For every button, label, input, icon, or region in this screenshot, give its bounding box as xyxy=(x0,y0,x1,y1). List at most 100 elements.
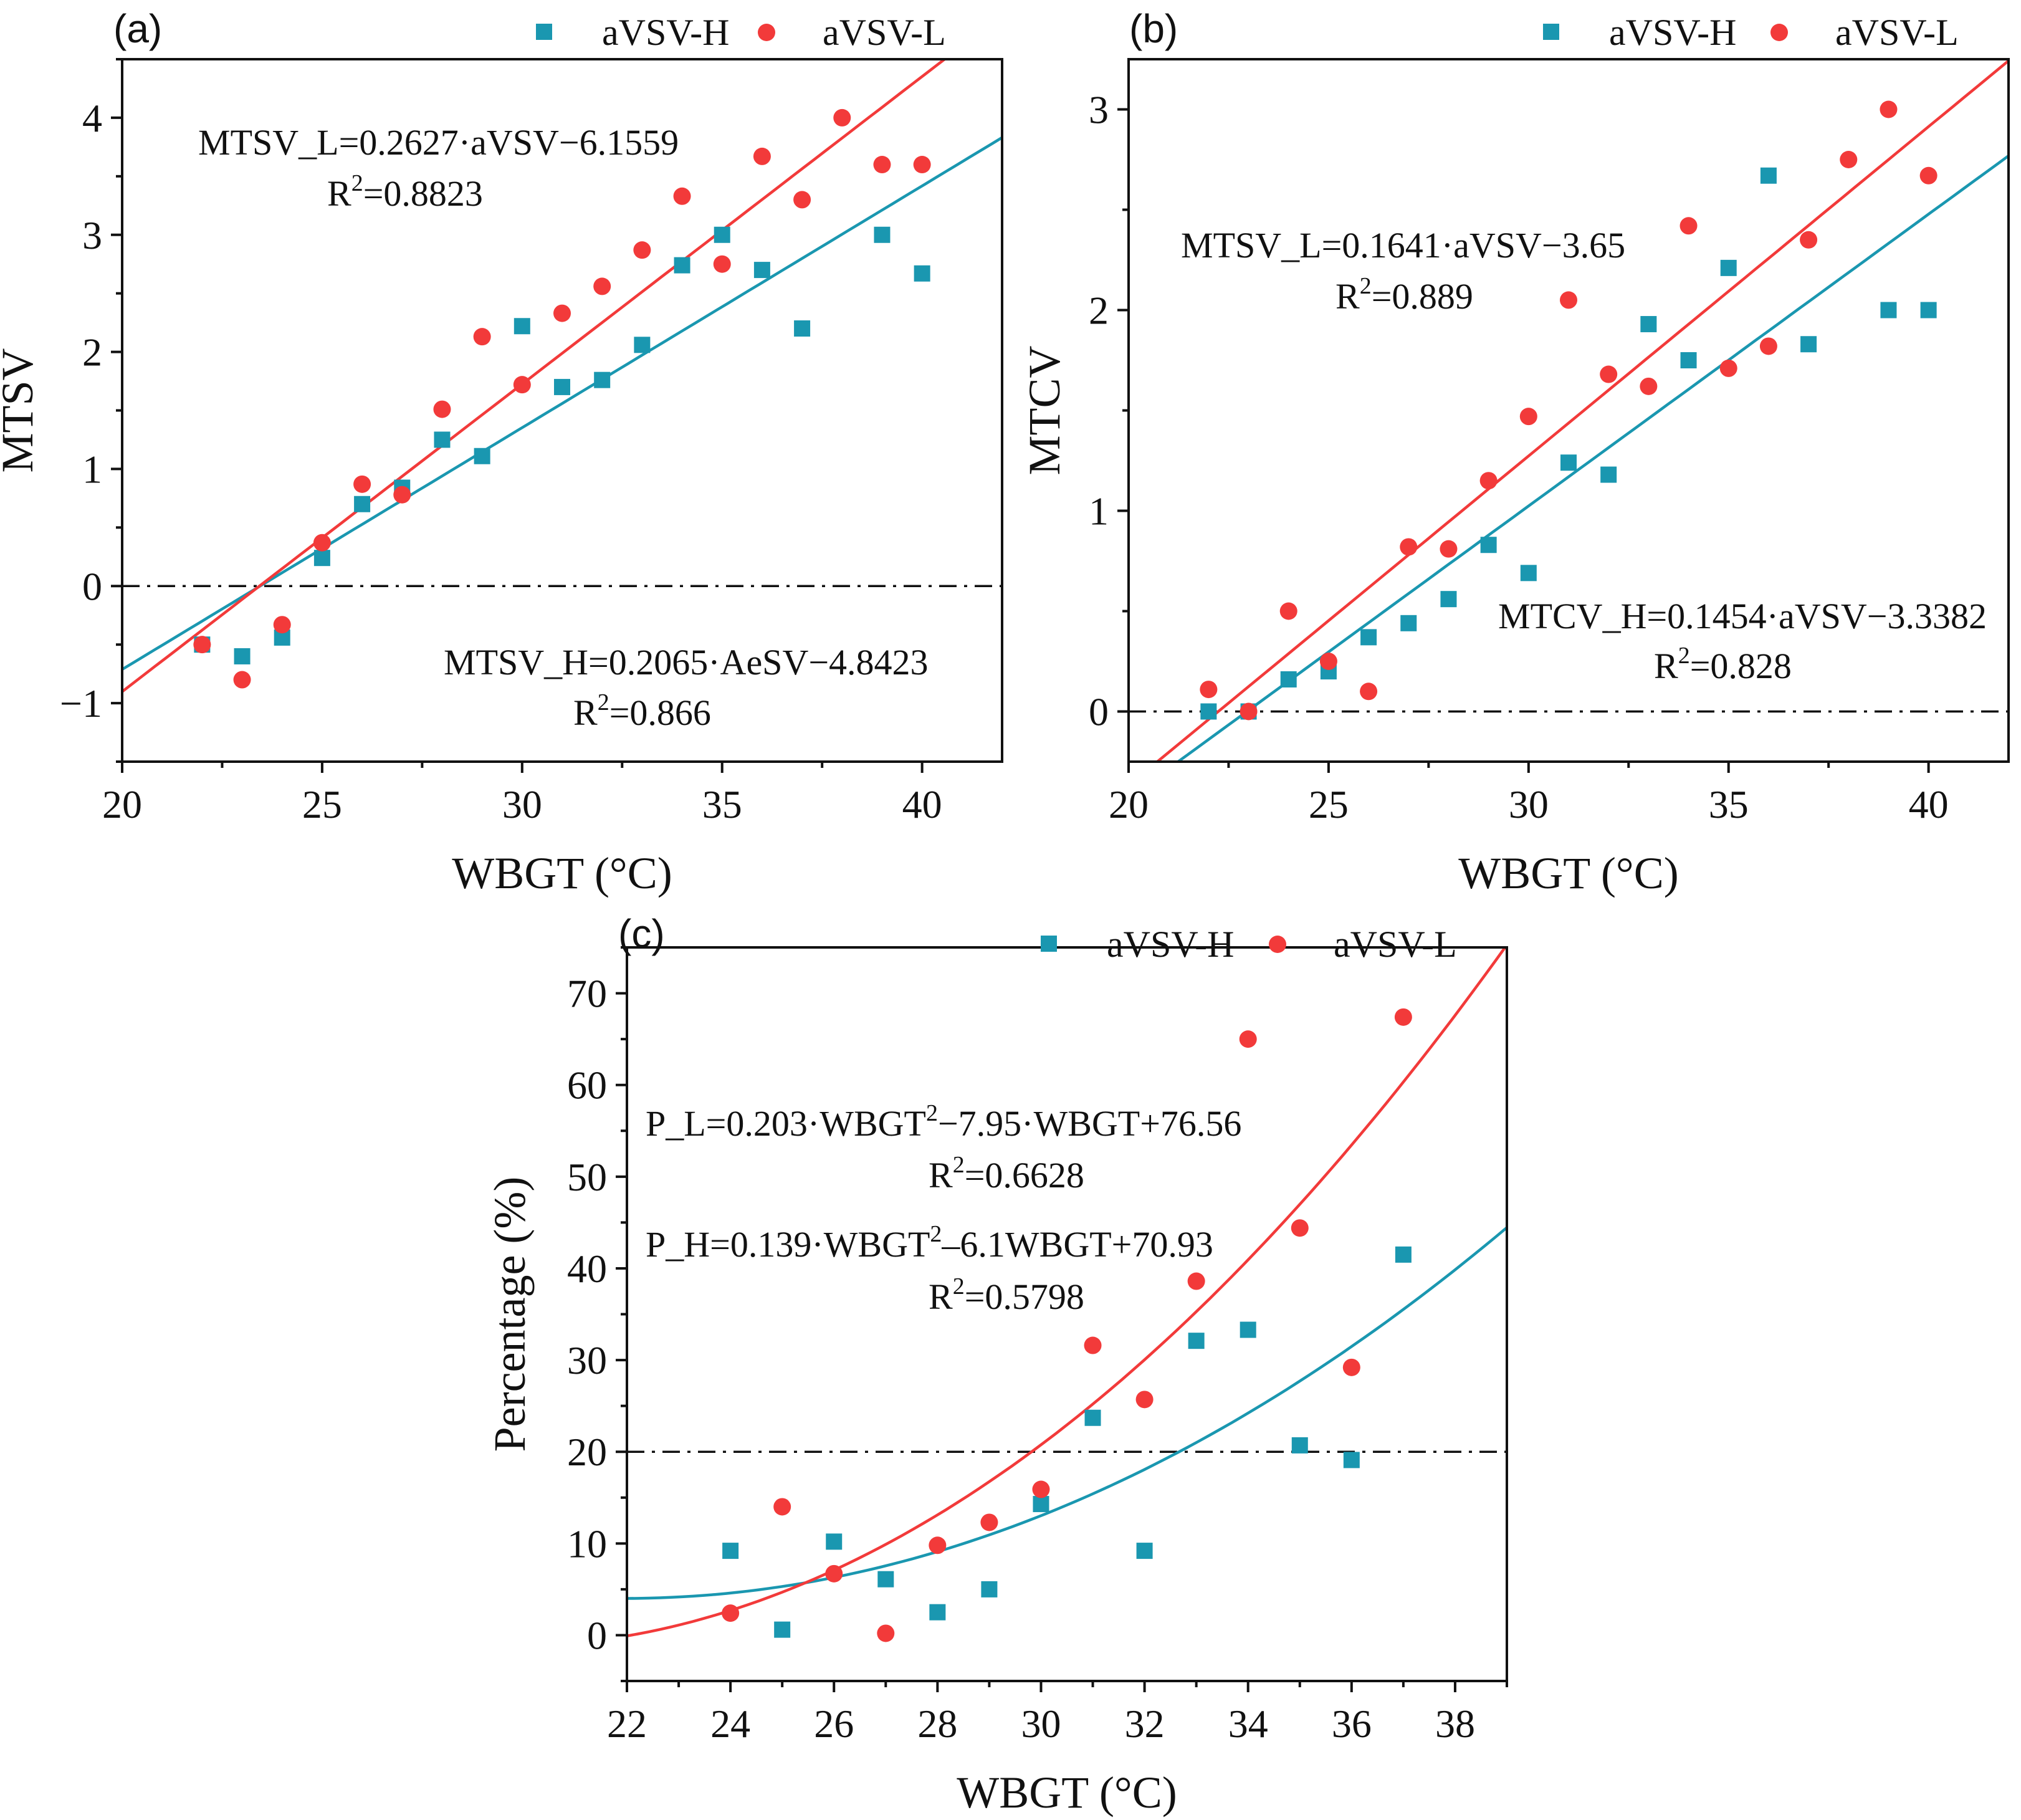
data-point-avsv-h xyxy=(1084,1409,1101,1426)
data-point-avsv-h xyxy=(794,320,811,337)
data-point-avsv-l xyxy=(1342,1358,1360,1376)
data-point-avsv-l xyxy=(913,156,931,174)
data-point-avsv-l xyxy=(873,156,891,174)
data-point-avsv-h xyxy=(434,431,451,448)
legend-label-h: aVSV-H xyxy=(602,12,729,53)
data-point-avsv-h xyxy=(1480,537,1497,553)
fit-r-squared: R2=0.6628 xyxy=(929,1152,1084,1195)
r-squared-symbol: R xyxy=(929,1276,953,1317)
data-point-avsv-h xyxy=(313,550,330,567)
data-point-avsv-h xyxy=(1600,466,1617,483)
data-point-avsv-h xyxy=(1136,1543,1153,1559)
r-squared-exponent: 2 xyxy=(598,689,609,716)
x-tick-label: 30 xyxy=(502,782,542,826)
data-point-avsv-l xyxy=(753,147,771,165)
y-axis-title: Percentage (%) xyxy=(485,1177,535,1452)
r-squared-symbol: R xyxy=(1654,646,1678,686)
r-squared-value: =0.889 xyxy=(1372,276,1473,317)
data-point-avsv-h xyxy=(554,378,570,395)
data-point-avsv-h xyxy=(1395,1246,1412,1263)
data-point-avsv-l xyxy=(1200,681,1218,699)
fit-equation-main: MTSV_H=0.2065·AeSV−4.8423 xyxy=(444,642,929,682)
data-point-avsv-l xyxy=(1319,653,1337,670)
legend-label-l: aVSV-L xyxy=(823,12,946,53)
data-point-avsv-l xyxy=(833,108,851,127)
data-point-avsv-l xyxy=(1032,1480,1050,1498)
fit-equation-main: MTCV_H=0.1454·aVSV−3.3382 xyxy=(1498,596,1987,636)
data-point-avsv-h xyxy=(1240,1321,1256,1338)
data-point-avsv-l xyxy=(722,1604,740,1622)
data-point-avsv-h xyxy=(1720,259,1737,276)
data-point-avsv-l xyxy=(593,277,611,295)
legend-marker-circle-icon xyxy=(1269,936,1286,953)
y-tick-label: 40 xyxy=(567,1247,607,1291)
r-squared-value: =0.8823 xyxy=(363,173,483,214)
data-point-avsv-h xyxy=(1360,629,1377,646)
x-tick-label: 34 xyxy=(1228,1702,1268,1746)
y-tick-label: 60 xyxy=(567,1063,607,1108)
fit-equation-main: MTSV_L=0.1641·aVSV−3.65 xyxy=(1181,225,1625,266)
x-tick-label: 24 xyxy=(710,1702,750,1746)
r-squared-value: =0.6628 xyxy=(965,1155,1084,1195)
legend-marker-square-icon xyxy=(1041,936,1057,952)
data-point-avsv-h xyxy=(1520,565,1537,582)
fit-r-squared: R2=0.889 xyxy=(1335,273,1473,317)
data-point-avsv-l xyxy=(1719,359,1737,377)
fit-equation: MTCV_H=0.1454·aVSV−3.3382 xyxy=(1498,596,1987,636)
legend-marker-circle-icon xyxy=(758,24,775,41)
data-point-avsv-h xyxy=(1880,302,1897,318)
x-tick-label: 20 xyxy=(1109,782,1149,826)
y-tick-label: 0 xyxy=(1089,690,1109,734)
data-point-avsv-l xyxy=(825,1564,843,1583)
data-point-avsv-h xyxy=(1800,336,1817,353)
data-point-avsv-h xyxy=(1280,671,1297,687)
x-tick-label: 28 xyxy=(917,1702,957,1746)
y-tick-label: 0 xyxy=(82,564,102,608)
y-tick-label: 2 xyxy=(82,330,102,375)
data-point-avsv-l xyxy=(433,400,451,418)
data-point-avsv-l xyxy=(313,534,331,552)
data-point-avsv-l xyxy=(513,376,531,394)
x-axis-title: WBGT (°C) xyxy=(1458,848,1678,898)
x-tick-label: 36 xyxy=(1332,1702,1372,1746)
panel-label: (b) xyxy=(1129,6,1178,51)
fit-r-squared: R2=0.8823 xyxy=(327,170,483,214)
fit-line-avsv-h xyxy=(1175,155,2009,762)
data-point-avsv-h xyxy=(1560,454,1577,471)
data-point-avsv-l xyxy=(1640,377,1658,395)
data-point-avsv-l xyxy=(193,636,211,654)
data-point-avsv-h xyxy=(1680,352,1697,368)
y-axis-title: MTSV xyxy=(0,348,42,472)
panel-label: (a) xyxy=(113,6,162,51)
y-tick-label: 3 xyxy=(82,213,102,257)
data-point-avsv-l xyxy=(1679,217,1698,235)
data-point-avsv-l xyxy=(553,304,571,322)
fit-equation: MTSV_L=0.2627·aVSV−6.1559 xyxy=(198,122,679,163)
data-point-avsv-h xyxy=(674,257,690,274)
x-tick-label: 25 xyxy=(1309,782,1349,826)
data-point-avsv-h xyxy=(1188,1333,1205,1349)
data-point-avsv-h xyxy=(634,337,651,353)
data-point-avsv-l xyxy=(1600,365,1618,383)
x-axis-title: WBGT (°C) xyxy=(957,1768,1177,1818)
x-tick-label: 40 xyxy=(902,782,942,826)
data-point-avsv-h xyxy=(722,1543,739,1559)
data-point-avsv-l xyxy=(773,1498,791,1516)
x-tick-label: 35 xyxy=(1709,782,1749,826)
y-tick-label: 0 xyxy=(587,1613,607,1657)
data-point-avsv-l xyxy=(1759,337,1777,355)
x-tick-label: 40 xyxy=(1909,782,1949,826)
r-squared-exponent: 2 xyxy=(1360,273,1372,299)
y-tick-label: 70 xyxy=(567,972,607,1016)
data-point-avsv-l xyxy=(1479,472,1498,490)
data-point-avsv-h xyxy=(1200,703,1217,720)
r-squared-value: =0.828 xyxy=(1690,646,1792,686)
r-squared-exponent: 2 xyxy=(1678,643,1690,669)
data-point-avsv-h xyxy=(774,1621,791,1638)
data-point-avsv-l xyxy=(929,1536,947,1554)
data-point-avsv-l xyxy=(1084,1336,1102,1354)
r-squared-symbol: R xyxy=(573,692,598,733)
r-squared-value: =0.5798 xyxy=(965,1276,1084,1317)
x-tick-label: 25 xyxy=(302,782,342,826)
